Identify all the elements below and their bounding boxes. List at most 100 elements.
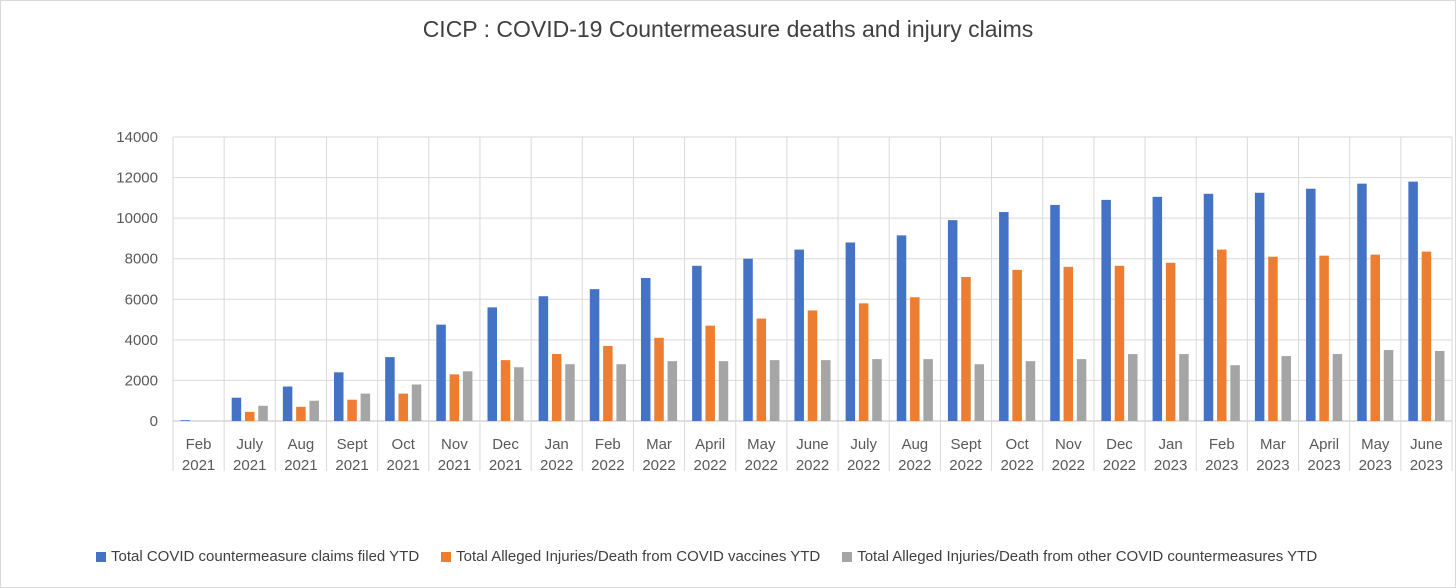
bar (603, 345, 613, 421)
bar (449, 374, 460, 421)
x-tick-label-year: 2022 (1103, 457, 1136, 474)
bar (500, 360, 511, 421)
bar (360, 393, 371, 421)
bar (1408, 181, 1418, 421)
bar (910, 297, 920, 421)
bar (756, 318, 767, 421)
y-tick-label: 6000 (125, 291, 158, 308)
bar (961, 276, 971, 421)
bar (565, 364, 575, 421)
x-tick-label-year: 2021 (335, 457, 368, 474)
x-tick-label-year: 2022 (796, 457, 829, 474)
x-tick-label-year: 2022 (1052, 457, 1085, 474)
bar (794, 249, 804, 421)
bar (999, 212, 1009, 421)
bar (538, 296, 549, 421)
y-tick-label: 14000 (116, 129, 158, 146)
bar (1421, 251, 1432, 421)
x-tick-label-month: July (236, 436, 263, 453)
x-tick-label-year: 2023 (1359, 457, 1392, 474)
y-tick-label: 0 (150, 413, 158, 430)
x-tick-label-year: 2023 (1154, 457, 1187, 474)
x-tick-label-month: Feb (1209, 436, 1235, 453)
bar (1357, 183, 1367, 421)
bar (667, 361, 678, 421)
x-tick-label-year: 2022 (898, 457, 931, 474)
bar (1319, 255, 1329, 421)
bar (1383, 350, 1394, 421)
bar (974, 364, 985, 421)
bar (1050, 204, 1060, 421)
bar (309, 400, 319, 421)
x-tick-label-year: 2022 (591, 457, 624, 474)
legend-swatch (96, 551, 106, 562)
legend-item: Total Alleged Injuries/Death from other … (842, 548, 1317, 565)
bar (551, 354, 562, 421)
bar (1306, 188, 1316, 421)
legend-item: Total COVID countermeasure claims filed … (96, 548, 419, 565)
x-tick-label-year: 2022 (642, 457, 675, 474)
y-tick-label: 4000 (125, 332, 158, 349)
bar (589, 289, 600, 421)
bar (947, 220, 958, 421)
x-tick-label-year: 2021 (387, 457, 420, 474)
bar (718, 361, 729, 421)
x-tick-label-year: 2023 (1256, 457, 1289, 474)
x-tick-label-month: Mar (646, 436, 672, 453)
y-tick-label: 2000 (125, 372, 158, 389)
bar (436, 324, 446, 421)
bar (334, 372, 344, 421)
bar (1114, 265, 1125, 421)
bar (769, 360, 780, 421)
bar (1370, 254, 1381, 421)
bar (1063, 266, 1074, 421)
x-tick-label-month: April (1309, 436, 1339, 453)
bar (347, 399, 357, 421)
x-tick-label-year: 2022 (745, 457, 778, 474)
bar (654, 337, 664, 421)
bar (858, 303, 869, 421)
x-tick-label-month: May (747, 436, 776, 453)
x-tick-label-month: Nov (1055, 436, 1082, 453)
x-tick-label-month: Oct (392, 436, 416, 453)
chart-legend: Total COVID countermeasure claims filed … (96, 548, 1339, 565)
x-tick-label-month: Jan (545, 436, 569, 453)
x-tick-label-year: 2023 (1307, 457, 1340, 474)
x-tick-label-month: Dec (492, 436, 519, 453)
bar (244, 411, 255, 421)
bar (1230, 365, 1240, 421)
x-tick-label-month: Sept (951, 436, 983, 453)
x-tick-label-year: 2022 (949, 457, 982, 474)
chart-title: CICP : COVID-19 Countermeasure deaths an… (422, 16, 1034, 42)
bar (411, 384, 422, 421)
bar (1128, 354, 1138, 421)
x-tick-label-month: Jan (1159, 436, 1183, 453)
bar (231, 397, 242, 421)
x-tick-label-year: 2022 (693, 457, 726, 474)
bar (385, 357, 395, 421)
y-tick-label: 12000 (116, 170, 158, 187)
bar (616, 364, 626, 421)
x-tick-label-month: Aug (288, 436, 315, 453)
y-tick-label: 10000 (116, 210, 158, 227)
x-tick-label-month: Mar (1260, 436, 1286, 453)
bar (1179, 354, 1189, 421)
bar (514, 367, 524, 421)
bar (896, 235, 907, 421)
bar (692, 265, 702, 421)
legend-label: Total Alleged Injuries/Death from other … (857, 548, 1318, 565)
x-tick-label-month: April (695, 436, 725, 453)
bar (258, 405, 268, 421)
bar (872, 359, 882, 421)
bar (398, 393, 408, 421)
bar (462, 371, 473, 421)
y-tick-label: 8000 (125, 251, 158, 268)
bar (1101, 199, 1111, 421)
x-tick-label-year: 2022 (540, 457, 573, 474)
bar (1152, 196, 1163, 421)
bar (1025, 361, 1036, 421)
bar (705, 325, 715, 421)
x-tick-label-year: 2021 (182, 457, 215, 474)
x-tick-label-month: Feb (595, 436, 621, 453)
